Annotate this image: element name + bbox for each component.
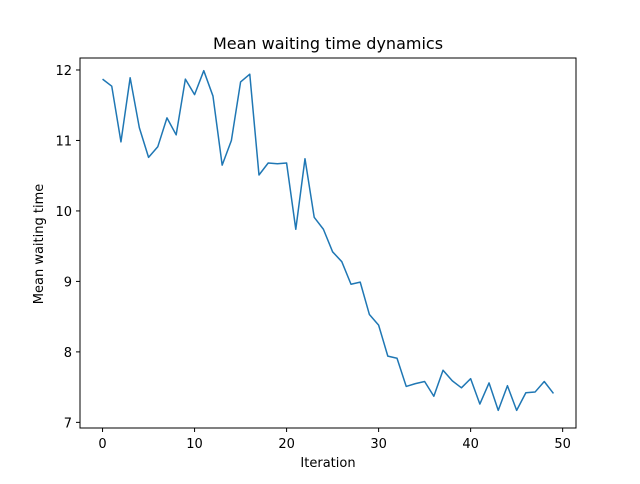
y-axis-label: Mean waiting time: [32, 184, 47, 304]
x-tick-label: 40: [462, 437, 479, 452]
y-tick-label: 11: [55, 134, 72, 149]
x-tick-label: 30: [370, 437, 387, 452]
y-tick-label: 7: [64, 416, 72, 431]
x-axis-label: Iteration: [300, 456, 355, 471]
plot-frame: [79, 57, 577, 429]
chart-title: Mean waiting time dynamics: [213, 34, 443, 53]
y-axis: 7 8 9 10 11 12: [55, 64, 80, 431]
x-tick-label: 10: [186, 437, 203, 452]
x-tick-label: 0: [98, 437, 106, 452]
y-tick-label: 12: [55, 64, 72, 79]
x-tick-label: 20: [278, 437, 295, 452]
x-axis: 0 10 20 30 40 50: [98, 428, 571, 452]
y-tick-label: 8: [64, 346, 72, 361]
y-tick-label: 9: [64, 275, 72, 290]
x-tick-label: 50: [554, 437, 571, 452]
plot-area: [102, 69, 555, 412]
series-line-0: [102, 69, 555, 412]
y-tick-label: 10: [55, 205, 72, 220]
